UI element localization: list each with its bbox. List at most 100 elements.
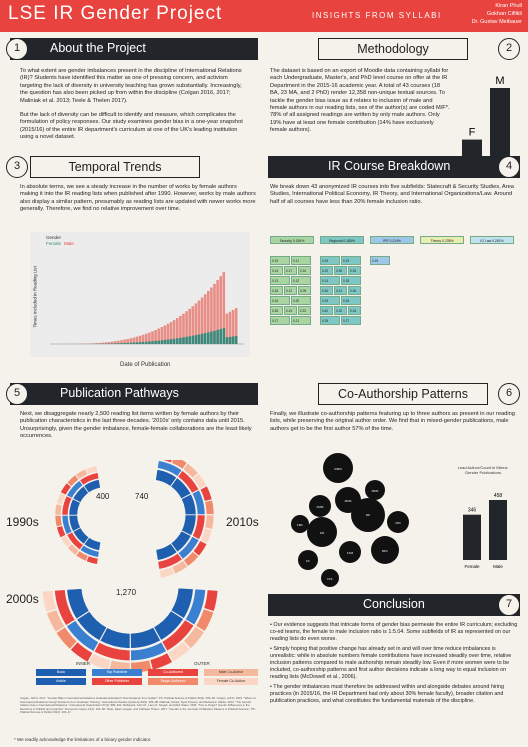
sunburst-segment (93, 641, 131, 661)
female-bar (200, 333, 204, 344)
category-label: Theory 0.235% (420, 236, 464, 244)
breakdown-text: We break down 43 anonymized IR courses i… (270, 184, 514, 205)
course-cell: 0.30 (334, 266, 347, 275)
sunburst-segment (161, 619, 195, 652)
sunburst-segment (204, 514, 215, 530)
male-bar (185, 311, 188, 344)
sunburst-segment (159, 566, 175, 579)
footnote: * We readily acknowledge the limitations… (14, 737, 152, 742)
temporal-histogram (50, 272, 244, 345)
conclusion-item: • Our evidence suggests that intricate f… (270, 622, 518, 643)
sunburst-segment (66, 531, 84, 551)
author-name: Gokhan Ciflikli (486, 11, 522, 17)
coauth-text: Finally, we illustrate co-authorship pat… (270, 411, 515, 432)
temporal-xlabel: Date of Publication (120, 362, 171, 368)
sunburst-segment (41, 590, 57, 613)
breakdown-treemap: 0.19 0.11 0.14 0.17 0.16 0.13 0.12 0.18 0.12 0.09… (270, 256, 520, 356)
male-bar (210, 287, 213, 344)
male-bar (191, 306, 195, 344)
coauth-bubble: MMF (365, 480, 385, 500)
female-bar (132, 342, 136, 344)
decade-label: 1990s (6, 515, 39, 529)
lead-author-bar (463, 514, 481, 560)
female-bar (141, 341, 145, 344)
section-title-conclusion: Conclusion (363, 597, 425, 611)
decade-total: 1,270 (116, 588, 137, 597)
course-cell: 0.42 (320, 306, 333, 315)
course-cell: 0.14 (320, 276, 340, 285)
male-bar (219, 276, 222, 344)
course-cell: 0.21 (334, 286, 347, 295)
female-bar (203, 333, 207, 344)
about-text: To what extent are gender imbalances pre… (20, 68, 250, 149)
legend-female-coauthor: Female Co-Author (204, 678, 258, 685)
female-bar (126, 342, 129, 344)
course-cell: 0.09 (298, 286, 311, 295)
female-bar (222, 328, 226, 344)
course-cell: 0.19 (341, 256, 361, 265)
section-title-pathways: Publication Pathways (60, 386, 179, 400)
male-bar (216, 280, 219, 344)
legend-male-coauthor: Male Co-Author (204, 669, 258, 676)
female-bar (138, 342, 142, 344)
category-label: Security 0.185% (270, 236, 314, 244)
lead-author-value: 458 (494, 493, 503, 499)
course-cell: 0.40 (320, 286, 333, 295)
temporal-chart-frame: Gender Female Male Times Included in Rea… (30, 232, 250, 357)
about-paragraph: To what extent are gender imbalances pre… (20, 68, 242, 104)
male-bar (225, 313, 229, 344)
male-bar (194, 303, 198, 344)
coauth-bubble: FFF (321, 569, 339, 587)
poster-subtitle: INSIGHTS FROM SYLLABI (312, 11, 442, 20)
section-band-conclusion: Conclusion (268, 594, 520, 616)
legend-inner-title: INNER (76, 661, 91, 666)
male-bar (213, 283, 216, 344)
sunburst-segment (183, 551, 200, 567)
female-bar (188, 336, 191, 344)
male-bar (172, 320, 176, 344)
course-cell: 0.16 (298, 266, 311, 275)
course-cell: 0.17 (284, 266, 297, 275)
bubble-label: FFF (327, 577, 333, 582)
female-bar (114, 343, 117, 344)
sunburst-segment (56, 492, 67, 506)
female-bar (176, 338, 179, 344)
male-bar (123, 339, 126, 344)
female-bar (166, 339, 170, 344)
female-bar (120, 343, 123, 344)
female-bar (185, 336, 188, 344)
sunburst-segment (85, 465, 99, 475)
temporal-text: In absolute terms, we see a steady incre… (20, 184, 256, 213)
coauth-bubble: FM (307, 517, 337, 547)
sunburst-segment (66, 480, 84, 499)
sunburst-segment (192, 514, 206, 540)
section-number: 2 (498, 38, 520, 60)
decade-total: 740 (135, 492, 149, 501)
sunburst-segment (200, 527, 213, 544)
sunburst-segment (75, 550, 89, 562)
sunburst-segment (183, 626, 205, 649)
male-bar (148, 332, 151, 344)
bubble-label: FMF (296, 523, 304, 528)
course-cell: 0.24 (284, 306, 297, 315)
female-bar (117, 343, 120, 344)
course-cell: 0.27 (341, 316, 361, 325)
female-bar (154, 340, 157, 344)
male-bar (126, 338, 129, 344)
female-bar (123, 343, 126, 344)
male-bar (98, 342, 102, 344)
sunburst-segment (170, 530, 192, 553)
female-bar (213, 330, 216, 344)
gender-bar (490, 88, 510, 158)
section-number: 5 (6, 383, 28, 405)
coauth-bubble: MF (351, 498, 385, 532)
male-bar (182, 313, 185, 344)
methodology-text: The dataset is based on an export of Moo… (270, 68, 450, 134)
pathways-text: Next, we disaggregate nearly 2,500 readi… (20, 411, 252, 440)
coauth-bubble: FMF (291, 515, 309, 533)
female-bar (228, 336, 232, 344)
section-title-coauth: Co-Authorship Patterns (318, 383, 488, 405)
lead-author-bar (489, 500, 507, 560)
conclusion-item: • The gender imbalances must therefore b… (270, 683, 505, 705)
sunburst-segment (66, 588, 90, 620)
